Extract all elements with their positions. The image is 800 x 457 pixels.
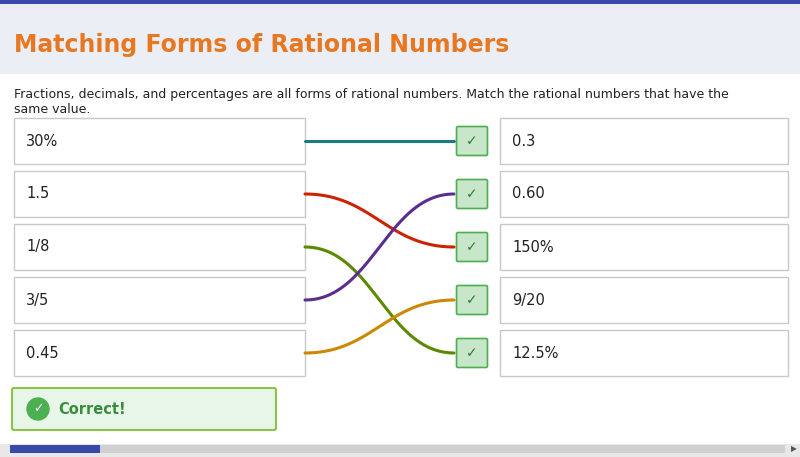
Text: ✓: ✓ (466, 346, 478, 360)
FancyBboxPatch shape (14, 171, 305, 217)
Text: 0.3: 0.3 (512, 133, 535, 149)
FancyBboxPatch shape (457, 233, 487, 261)
Text: 0.45: 0.45 (26, 345, 58, 361)
FancyBboxPatch shape (14, 118, 305, 164)
Text: 30%: 30% (26, 133, 58, 149)
Text: ✓: ✓ (466, 293, 478, 307)
FancyBboxPatch shape (500, 171, 788, 217)
FancyBboxPatch shape (500, 330, 788, 376)
Text: ✓: ✓ (466, 187, 478, 201)
FancyBboxPatch shape (14, 330, 305, 376)
FancyBboxPatch shape (500, 277, 788, 323)
FancyBboxPatch shape (457, 286, 487, 314)
FancyBboxPatch shape (12, 388, 276, 430)
Bar (0, 444, 800, 457)
FancyBboxPatch shape (457, 339, 487, 367)
Text: 0.60: 0.60 (512, 186, 545, 202)
FancyBboxPatch shape (14, 224, 305, 270)
FancyBboxPatch shape (500, 118, 788, 164)
Text: Fractions, decimals, and percentages are all forms of rational numbers. Match th: Fractions, decimals, and percentages are… (14, 88, 729, 101)
FancyBboxPatch shape (457, 127, 487, 155)
Text: 9/20: 9/20 (512, 292, 545, 308)
Bar (10, 445, 785, 453)
FancyBboxPatch shape (500, 224, 788, 270)
Text: ✓: ✓ (466, 134, 478, 148)
Bar (0, 74, 800, 444)
Bar (0, 0, 800, 4)
FancyBboxPatch shape (457, 180, 487, 208)
Circle shape (27, 398, 49, 420)
Bar (0, 4, 800, 74)
Text: ✓: ✓ (466, 240, 478, 254)
Text: 3/5: 3/5 (26, 292, 50, 308)
Text: same value.: same value. (14, 103, 90, 116)
Text: 12.5%: 12.5% (512, 345, 558, 361)
Text: Matching Forms of Rational Numbers: Matching Forms of Rational Numbers (14, 33, 510, 57)
Text: ▶: ▶ (791, 445, 797, 453)
FancyBboxPatch shape (10, 445, 100, 453)
Text: ✓: ✓ (33, 403, 43, 415)
Text: 1/8: 1/8 (26, 239, 50, 255)
FancyBboxPatch shape (14, 277, 305, 323)
Text: 150%: 150% (512, 239, 554, 255)
Text: 1.5: 1.5 (26, 186, 50, 202)
Text: Correct!: Correct! (58, 402, 126, 416)
